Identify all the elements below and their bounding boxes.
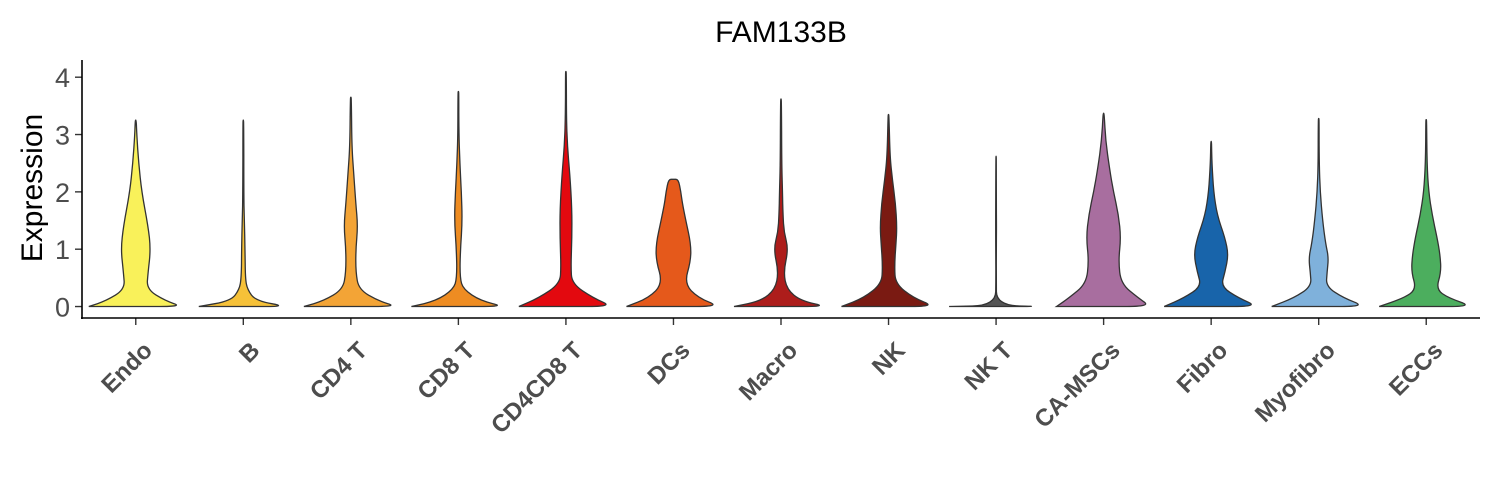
violin-b — [198, 119, 280, 308]
y-tick-label: 1 — [55, 235, 70, 265]
x-tick-label: NK — [867, 337, 911, 381]
x-tick-label: DCs — [643, 337, 696, 390]
x-tick-label: B — [234, 337, 265, 368]
x-tick-label: Fibro — [1172, 337, 1234, 399]
y-axis: 0 1 2 3 4 — [55, 60, 83, 323]
y-tick-label: 3 — [55, 121, 70, 151]
y-tick-label: 2 — [55, 178, 70, 208]
chart-title: FAM133B — [715, 16, 847, 49]
y-axis-label: Expression — [16, 114, 49, 262]
plot-area — [88, 70, 1466, 308]
violin-endo — [88, 119, 178, 308]
x-tick-label: Endo — [96, 337, 158, 399]
y-tick-label: 0 — [55, 293, 70, 323]
violin-macro — [733, 98, 821, 308]
violin-eccs — [1378, 118, 1466, 308]
x-tick-label: CA-MSCs — [1029, 337, 1125, 433]
x-tick-label: CD8 T — [412, 337, 480, 405]
x-tick-label: CD4 T — [305, 337, 373, 405]
x-tick-label: NK T — [960, 337, 1019, 396]
x-tick-label: ECCs — [1384, 337, 1448, 401]
violin-nk — [841, 113, 929, 308]
violin-ca-mscs — [1054, 112, 1147, 308]
violin-myofibro — [1271, 117, 1359, 308]
violin-cd4cd8-t — [518, 70, 607, 308]
x-tick-label: Myofibro — [1250, 337, 1341, 428]
violin-nk-t — [949, 155, 1033, 308]
x-tick-label: Macro — [734, 337, 803, 406]
violin-fibro — [1163, 140, 1252, 308]
x-tick-label: CD4CD8 T — [486, 337, 588, 439]
violin-cd8-t — [411, 90, 498, 308]
x-axis: Endo B CD4 T CD8 T CD4CD8 T DCs Macro NK NK T CA-… — [81, 317, 1480, 439]
y-tick-label: 4 — [55, 63, 70, 93]
violin-cd4-t — [303, 96, 392, 308]
violin-dcs — [626, 178, 714, 308]
